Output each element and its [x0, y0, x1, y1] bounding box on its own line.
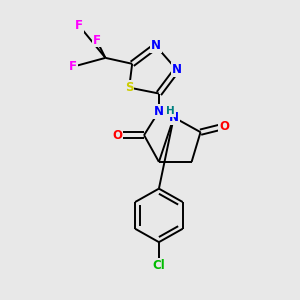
- Text: O: O: [112, 129, 122, 142]
- Text: O: O: [219, 120, 229, 133]
- Text: F: F: [75, 19, 83, 32]
- Text: S: S: [125, 81, 134, 94]
- Text: Cl: Cl: [152, 260, 165, 272]
- Text: N: N: [154, 105, 164, 118]
- Text: F: F: [92, 34, 101, 46]
- Text: N: N: [169, 111, 179, 124]
- Text: N: N: [151, 40, 161, 52]
- Text: H: H: [166, 106, 175, 116]
- Text: F: F: [69, 60, 77, 73]
- Text: N: N: [172, 63, 182, 76]
